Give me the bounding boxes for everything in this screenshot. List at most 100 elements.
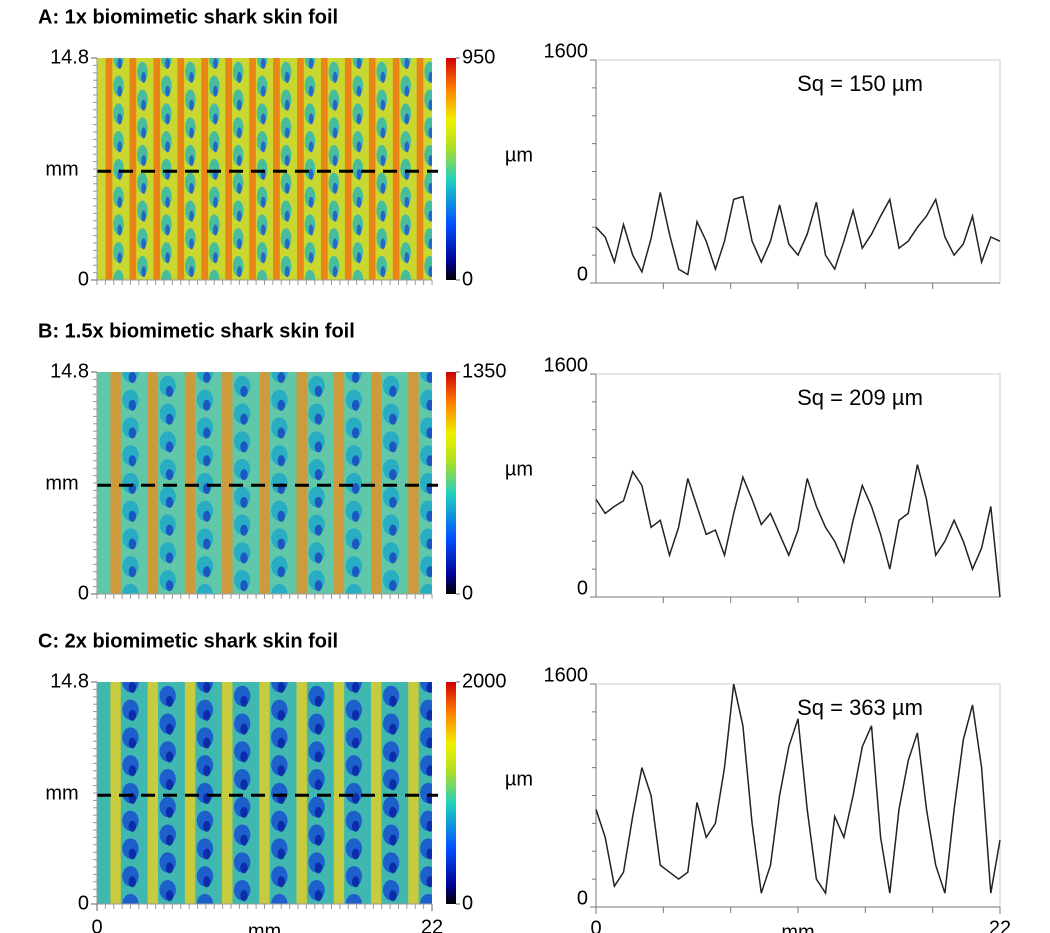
scale-shadow [426,876,432,888]
scale [345,583,363,594]
scale-shadow [189,210,194,222]
scale [271,893,288,904]
ridge [225,58,232,280]
scale [352,269,364,280]
ridge [297,58,304,280]
scale-shadow [260,113,266,125]
scale [197,922,213,933]
scale [346,922,362,933]
scale-shadow [389,834,397,846]
scale-shadow [117,308,122,319]
annotation: Sq = 209 µm [797,385,923,410]
scale-shadow [277,765,285,777]
y-tick-label: 0 [78,582,89,604]
panel-title: B: 1.5x biomimetic shark skin foil [38,320,355,342]
scale [161,298,172,318]
ridge [249,58,256,280]
scale-shadow [333,294,338,305]
scale-shadow [165,524,174,536]
colorbar-label: 950 [462,46,495,68]
ridge [147,682,159,904]
scale [376,312,387,332]
scale-shadow [428,294,433,305]
colorbar-unit: µm [505,458,533,480]
x-axis-label: mm [248,920,281,933]
scale-shadow [128,372,137,384]
scale-shadow [128,455,137,467]
scale-shadow [141,127,147,139]
scale-shadow [240,918,247,929]
scale-shadow [352,594,359,605]
scale-shadow [308,169,314,181]
scale-shadow [165,385,174,397]
scale-shadow [351,876,360,888]
scale-shadow [351,793,360,805]
scale [160,598,176,618]
scale-shadow [213,224,218,236]
scale-shadow [380,155,386,167]
scale-shadow [284,127,290,139]
y-tick-label: 14.8 [50,46,89,68]
scale-shadow [236,210,242,222]
x-tick-label: 0 [590,917,601,933]
scale-shadow [351,737,360,749]
scale [400,298,411,318]
scale-shadow [240,779,248,791]
scale-shadow [277,820,285,832]
scale-shadow [117,85,123,97]
ridge [222,682,233,904]
y-tick-label: 0 [577,887,588,909]
scale-shadow [352,904,359,915]
profile [595,464,1001,598]
scale-shadow [428,99,432,111]
scale-shadow [240,890,248,902]
scale-shadow [277,566,285,578]
colorbar-label: 0 [462,268,473,290]
scale-shadow [284,71,290,83]
scale-shadow [165,862,174,874]
scale-shadow [332,238,338,250]
scale-shadow [277,682,285,694]
scale-shadow [165,252,170,264]
scale-shadow [357,280,362,291]
scale [113,269,124,280]
scale-shadow [426,427,432,439]
scale-shadow [351,427,360,439]
ridge [408,372,419,594]
scale-shadow [117,196,123,208]
scale-shadow [128,737,137,749]
scale [196,893,214,904]
scale-shadow [389,524,397,536]
y-tick-label: 14.8 [50,670,89,692]
scale-shadow [236,155,242,167]
scale-shadow [189,71,194,83]
y-tick-label: 0 [577,263,588,285]
scale-shadow [357,308,362,319]
scale-shadow [141,182,147,194]
y-tick-label: 1600 [544,664,589,686]
scale [424,284,435,304]
scale [122,612,138,632]
scale [308,598,324,618]
scale-shadow [428,266,432,278]
scale-shadow [284,266,290,278]
scale-shadow [284,99,290,111]
scale-shadow [236,182,242,194]
scale-shadow [141,99,147,111]
scale [383,598,399,618]
scale-shadow [404,113,410,125]
scale-shadow [203,427,211,439]
colorbar-label: 1350 [462,360,507,382]
scale-shadow [380,210,386,222]
scale-shadow [351,820,360,832]
scale-shadow [277,848,285,860]
scale-shadow [165,469,174,481]
scale-shadow [332,99,338,111]
scale-shadow [128,538,137,550]
scale-shadow [332,155,338,167]
scale-shadow [380,266,386,278]
scale-shadow [141,266,147,278]
scale [424,312,435,332]
scale-shadow [189,155,194,167]
